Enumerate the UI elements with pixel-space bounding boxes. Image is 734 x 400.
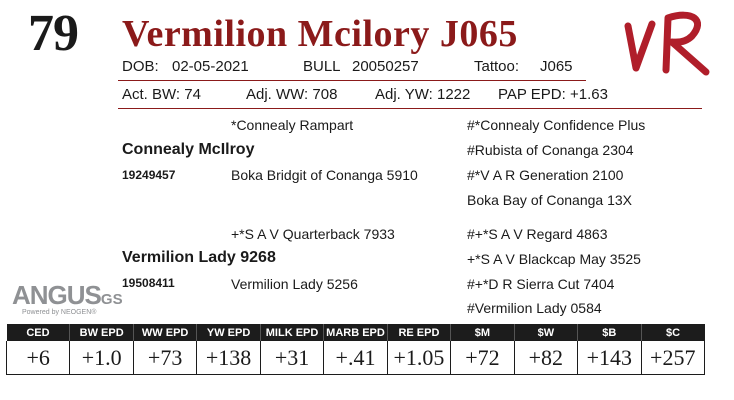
angus-gs-logo: ANGUSGS xyxy=(12,281,123,314)
epd-value-b: +143 xyxy=(577,341,642,375)
header-divider xyxy=(118,80,586,81)
epd-value-ced: +6 xyxy=(5,341,70,375)
tattoo-value: J065 xyxy=(540,58,573,75)
tattoo-label: Tattoo: xyxy=(474,58,520,75)
epd-value-marb: +.41 xyxy=(323,341,388,375)
registration-number: 20050257 xyxy=(352,58,419,75)
adjusted-yearling-weight: Adj. YW: 1222 xyxy=(375,86,471,103)
epd-header-re: RE EPD xyxy=(386,324,451,341)
epd-header-ww: WW EPD xyxy=(132,324,197,341)
epd-value-c: +257 xyxy=(640,341,706,375)
sire-registration: 19249457 xyxy=(122,168,176,182)
sex-label: BULL xyxy=(303,58,341,75)
epd-header-milk: MILK EPD xyxy=(259,324,324,341)
sire-dam: Boka Bridgit of Conanga 5910 xyxy=(231,167,418,183)
epd-value-ww: +73 xyxy=(132,341,197,375)
sire-dam-dam: Boka Bay of Conanga 13X xyxy=(467,192,633,208)
dob-label: DOB: xyxy=(122,58,159,75)
adjusted-weaning-weight: Adj. WW: 708 xyxy=(246,86,338,103)
weights-divider xyxy=(118,108,702,109)
sire-name: Connealy McIlroy xyxy=(122,141,255,158)
epd-value-w: +82 xyxy=(513,341,578,375)
epd-value-row: +6 +1.0 +73 +138 +31 +.41 +1.05 +72 +82 … xyxy=(5,341,706,375)
epd-header-m: $M xyxy=(450,324,515,341)
animal-name: Vermilion Mcilory J065 xyxy=(122,13,518,55)
sire-sire: *Connealy Rampart xyxy=(231,117,354,133)
pap-epd: PAP EPD: +1.63 xyxy=(498,86,608,103)
epd-header-c: $C xyxy=(640,324,705,341)
sire-sire-dam: #Rubista of Conanga 2304 xyxy=(467,142,634,158)
logo-angus-text: ANGUS xyxy=(12,280,102,310)
epd-value-bw: +1.0 xyxy=(69,341,134,375)
logo-tagline: Powered by NEOGEN® xyxy=(22,309,97,316)
dam-sire: +*S A V Quarterback 7933 xyxy=(231,226,395,242)
dam-name: Vermilion Lady 9268 xyxy=(122,249,276,266)
epd-value-milk: +31 xyxy=(259,341,324,375)
epd-header-bw: BW EPD xyxy=(69,324,134,341)
sire-sire-sire: #*Connealy Confidence Plus xyxy=(467,117,646,133)
epd-value-re: +1.05 xyxy=(386,341,451,375)
dob-value: 02-05-2021 xyxy=(172,58,249,75)
actual-birth-weight: Act. BW: 74 xyxy=(122,86,201,103)
dam-registration: 19508411 xyxy=(122,276,175,290)
epd-value-m: +72 xyxy=(450,341,515,375)
logo-gs-text: GS xyxy=(100,291,123,308)
epd-header-yw: YW EPD xyxy=(196,324,261,341)
dam-dam-dam: #Vermilion Lady 0584 xyxy=(467,300,602,316)
epd-header-b: $B xyxy=(577,324,642,341)
sire-dam-sire: #*V A R Generation 2100 xyxy=(467,167,624,183)
epd-value-yw: +138 xyxy=(196,341,261,375)
dam-dam-sire: #+*D R Sierra Cut 7404 xyxy=(467,276,615,292)
epd-header-w: $W xyxy=(513,324,578,341)
epd-header-ced: CED xyxy=(6,324,70,341)
lot-number: 79 xyxy=(28,5,79,62)
dam-dam: Vermilion Lady 5256 xyxy=(231,276,358,292)
brand-vr-mark xyxy=(624,11,710,76)
dam-sire-dam: +*S A V Blackcap May 3525 xyxy=(467,251,641,267)
epd-table: CED BW EPD WW EPD YW EPD MILK EPD MARB E… xyxy=(5,324,706,375)
epd-header-row: CED BW EPD WW EPD YW EPD MILK EPD MARB E… xyxy=(6,324,705,341)
dam-sire-sire: #+*S A V Regard 4863 xyxy=(467,226,608,242)
epd-header-marb: MARB EPD xyxy=(323,324,388,341)
